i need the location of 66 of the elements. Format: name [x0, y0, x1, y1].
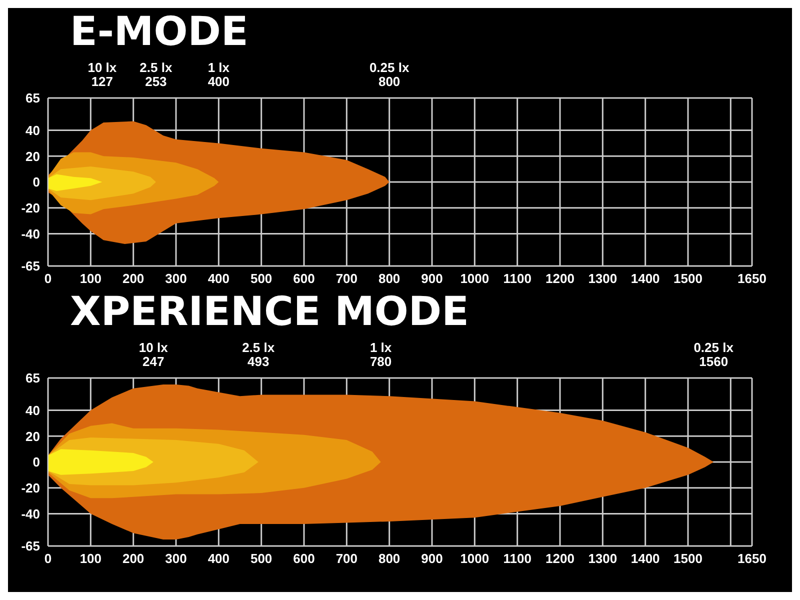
x-tick-label: 1300	[588, 551, 618, 566]
x-tick-label: 100	[80, 551, 102, 566]
x-tick-label: 300	[165, 271, 187, 286]
x-tick-label: 900	[421, 551, 443, 566]
x-tick-label: 0	[44, 271, 52, 286]
text: 0.25 lx	[694, 340, 734, 355]
text: 0.25 lx	[369, 60, 410, 75]
x-tick-label: 1650	[738, 551, 766, 566]
y-tick-label: -20	[21, 200, 40, 216]
x2-tick-label: 400	[208, 74, 230, 89]
x-tick-label: 400	[208, 271, 230, 286]
x-tick-label: 1200	[546, 271, 574, 286]
y-tick-label: 20	[26, 428, 40, 444]
y-tick-label: 0	[32, 174, 40, 190]
x-tick-label: 0	[44, 551, 52, 566]
x-tick-label: 1000	[460, 551, 490, 566]
x-tick-label: 1400	[630, 551, 660, 566]
x2-tick-label: 127	[91, 74, 114, 89]
x-tick-label: 1500	[674, 551, 702, 566]
y-tick-label: -20	[21, 480, 40, 496]
y-tick-label: -40	[21, 226, 40, 242]
x-tick-label: 100	[80, 271, 102, 286]
x-tick-label: 1000	[460, 271, 490, 286]
x2-tick-label: 800	[378, 74, 400, 89]
x-tick-label: 800	[378, 271, 400, 286]
chart-title: E-MODE	[69, 8, 250, 56]
x2-tick-label: 780	[370, 354, 392, 369]
x-tick-label: 600	[293, 271, 315, 286]
y-tick-label: -40	[21, 506, 40, 522]
text: 2.5 lx	[242, 340, 276, 355]
x2-tick-label: 253	[145, 74, 167, 89]
y-tick-label: 65	[26, 90, 40, 106]
text: 2.5 lx	[140, 60, 173, 75]
x-tick-label: 400	[208, 551, 230, 566]
text: 10 lx	[138, 340, 169, 355]
x-tick-label: 1200	[546, 551, 574, 566]
x-tick-label: 200	[122, 551, 144, 566]
x-tick-label: 300	[165, 551, 187, 566]
y-tick-label: 0	[32, 454, 40, 470]
y-tick-label: 65	[26, 370, 40, 386]
chart-title: XPERIENCE MODE	[69, 288, 470, 336]
y-tick-label: 40	[26, 402, 40, 418]
x-tick-label: 800	[378, 551, 400, 566]
x2-tick-label: 1560	[699, 354, 728, 369]
x-tick-label: 1400	[630, 271, 660, 286]
x-tick-label: 200	[122, 271, 144, 286]
x2-tick-label: 247	[142, 354, 164, 369]
x-tick-label: 900	[421, 271, 443, 286]
text: 1 lx	[370, 340, 392, 355]
x-tick-label: 1300	[588, 271, 618, 286]
x-tick-label: 500	[250, 551, 272, 566]
text: 10 lx	[88, 60, 118, 75]
x-tick-label: 1500	[674, 271, 702, 286]
x2-tick-label: 493	[247, 354, 270, 369]
y-tick-label: -65	[21, 538, 40, 554]
y-tick-label: 40	[26, 122, 40, 138]
y-tick-label: 20	[26, 148, 40, 164]
x-tick-label: 1650	[738, 271, 766, 286]
x-tick-label: 700	[336, 271, 358, 286]
text: 1 lx	[208, 60, 230, 75]
x-tick-label: 1100	[503, 271, 532, 286]
x-tick-label: 600	[293, 551, 315, 566]
x-tick-label: 1100	[503, 551, 532, 566]
x-tick-label: 500	[250, 271, 272, 286]
x-tick-label: 700	[336, 551, 358, 566]
y-tick-label: -65	[21, 258, 40, 274]
